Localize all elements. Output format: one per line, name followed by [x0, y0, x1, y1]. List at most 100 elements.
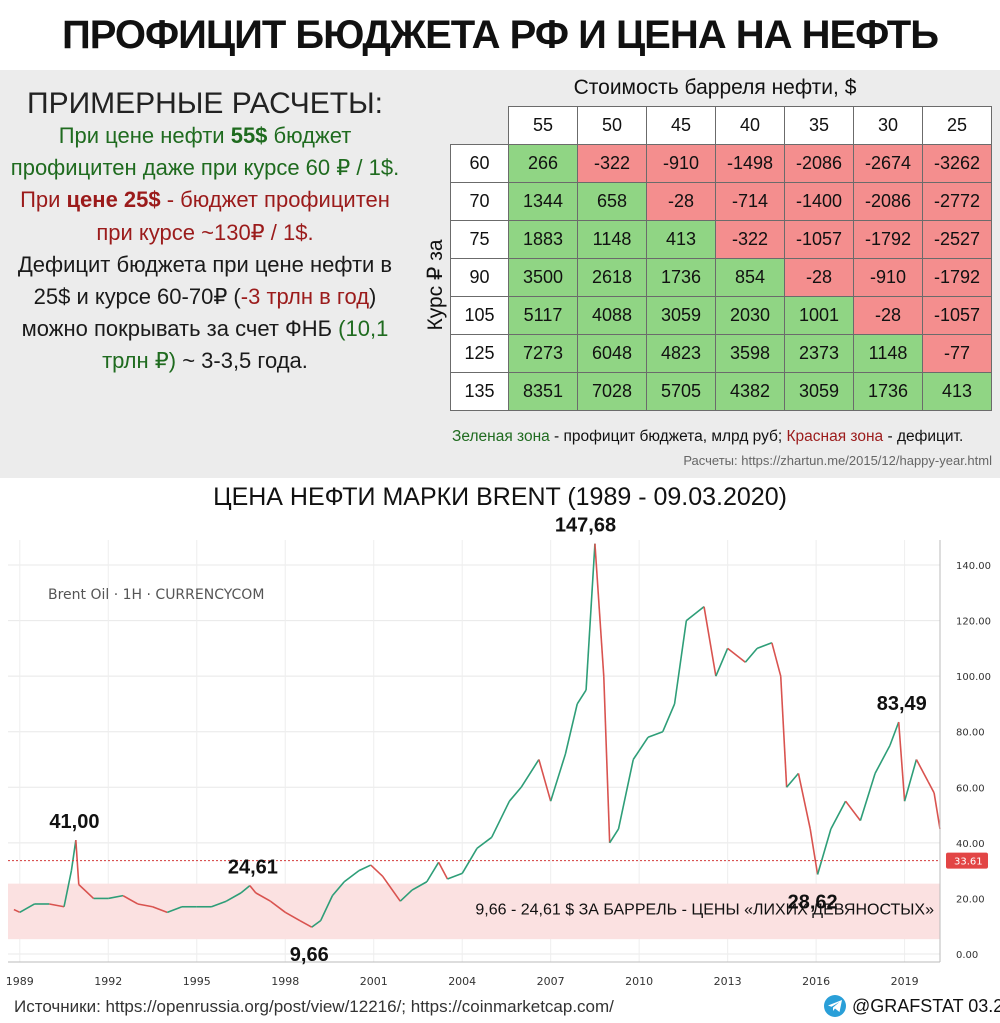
calc-p1-b: 55$: [230, 123, 268, 148]
price-segment: [602, 676, 611, 843]
y-tick-label: 140.00: [956, 561, 991, 572]
calc-p3-d: (10,1 трлн ₽): [102, 316, 389, 374]
legend-green: Зеленая зона: [452, 428, 550, 445]
calc-heading: ПРИМЕРНЫЕ РАСЧЕТЫ:: [27, 87, 383, 120]
price-segment: [786, 772, 800, 788]
price-segment: [270, 900, 286, 913]
price-segment: [19, 903, 35, 914]
price-segment: [617, 759, 635, 830]
y-tick-label: 80.00: [956, 728, 985, 739]
price-segment: [538, 759, 552, 802]
x-tick-label: 2016: [802, 975, 830, 988]
price-segment: [411, 881, 428, 891]
price-annotation: 28,62: [788, 891, 838, 913]
price-segment: [715, 648, 729, 677]
price-segment: [685, 606, 705, 622]
legend-red-rest: - дефицит.: [883, 428, 964, 445]
budget-table: 55 50 45 40 35 30 25 60 266 -322 -910 -1498 -2086 -26…: [450, 106, 992, 411]
surplus-cell: 1148: [853, 334, 923, 373]
brand-footer: @GRAFSTAT 03.2020: [824, 994, 1000, 1018]
table-row: 70 1344 658 -28 -714 -1400 -2086 -2772: [450, 182, 992, 221]
calc-p1-c: бюджет профицитен даже при курсе 60 ₽ / …: [10, 123, 400, 181]
price-segment: [756, 642, 773, 650]
calc-p3-b: -3 трлн в год: [240, 284, 370, 310]
price-segment: [108, 894, 124, 900]
surplus-cell: 1344: [508, 182, 578, 221]
price-segment: [647, 730, 664, 739]
price-segment: [632, 736, 649, 760]
price-segment: [249, 885, 257, 894]
current-price-badge: [946, 852, 988, 869]
price-segment: [816, 828, 832, 875]
y-tick-label: 120.00: [956, 617, 991, 628]
price-segment: [299, 919, 313, 928]
surplus-cell: 1001: [784, 296, 854, 335]
price-header-cell: 40: [715, 106, 785, 145]
surplus-cell: 4382: [715, 372, 785, 411]
surplus-cell: 1883: [508, 220, 578, 259]
surplus-cell: 4088: [577, 296, 647, 335]
y-tick-label: 20.00: [956, 894, 985, 905]
price-segment: [844, 800, 862, 822]
price-segment: [381, 875, 401, 902]
price-segment: [399, 889, 413, 902]
surplus-cell: 854: [715, 258, 785, 297]
page-title: ПРОФИЦИТ БЮДЖЕТА РФ И ЦЕНА НА НЕФТЬ: [62, 13, 939, 57]
price-segment: [319, 895, 334, 921]
surplus-cell: 6048: [577, 334, 647, 373]
surplus-cell: 413: [922, 372, 992, 411]
price-header-cell: 30: [853, 106, 923, 145]
surplus-cell: 658: [577, 182, 647, 221]
price-header-cell: 25: [922, 106, 992, 145]
deficit-cell: -1400: [784, 182, 854, 221]
rate-header-cell: 60: [450, 144, 509, 183]
price-header-cell: 35: [784, 106, 854, 145]
surplus-cell: 7028: [577, 372, 647, 411]
deficit-cell: -1057: [784, 220, 854, 259]
price-segment: [915, 759, 929, 783]
rate-header-cell: 70: [450, 182, 509, 221]
x-tick-label: 2013: [714, 975, 742, 988]
price-segment: [594, 543, 605, 677]
deficit-cell: -322: [715, 220, 785, 259]
x-tick-label: 2007: [537, 975, 565, 988]
price-segment: [75, 840, 80, 885]
deficit-cell: -77: [922, 334, 992, 373]
surplus-cell: 3059: [784, 372, 854, 411]
table-row: 105 5117 4088 3059 2030 1001 -28 -1057: [450, 296, 992, 335]
price-segment: [13, 908, 21, 914]
y-tick-label: 60.00: [956, 783, 985, 794]
current-price-label: 33.61: [954, 857, 983, 868]
x-tick-label: 2004: [448, 975, 476, 988]
price-segment: [662, 703, 676, 733]
price-segment: [284, 911, 301, 922]
deficit-cell: -910: [646, 144, 716, 183]
surplus-cell: 7273: [508, 334, 578, 373]
table-caption: Стоимость барреля нефти, $: [573, 76, 857, 99]
chart-watermark: Brent Oil · 1H · CURRENCYCOM: [48, 587, 264, 603]
deficit-cell: -2086: [853, 182, 923, 221]
price-annotation: 9,66: [290, 944, 329, 966]
price-segment: [703, 606, 717, 677]
surplus-cell: 3059: [646, 296, 716, 335]
x-tick-label: 1989: [6, 975, 34, 988]
surplus-cell: 413: [646, 220, 716, 259]
calc-p3-e: ~ 3-3,5 года.: [176, 348, 308, 374]
surplus-cell: 2618: [577, 258, 647, 297]
price-segment: [673, 620, 688, 705]
x-tick-label: 1998: [271, 975, 299, 988]
price-segment: [211, 900, 227, 908]
legend-green-rest: - профицит бюджета, млрд руб;: [549, 428, 787, 445]
band-label: 9,66 - 24,61 $ ЗА БАРРЕЛЬ - ЦЕНЫ «ЛИХИХ …: [475, 901, 934, 918]
table-row: 75 1883 1148 413 -322 -1057 -1792 -2527: [450, 220, 992, 259]
price-segment: [585, 543, 596, 691]
chart-title: ЦЕНА НЕФТИ МАРКИ BRENT (1989 - 09.03.202…: [213, 483, 787, 511]
surplus-cell: 1736: [853, 372, 923, 411]
price-segment: [49, 903, 65, 908]
price-segment: [447, 872, 463, 880]
surplus-cell: 4823: [646, 334, 716, 373]
surplus-cell: 1148: [577, 220, 647, 259]
price-segment: [859, 773, 876, 821]
price-segment: [225, 892, 242, 902]
table-row: 60 266 -322 -910 -1498 -2086 -2674 -3262: [450, 144, 992, 183]
